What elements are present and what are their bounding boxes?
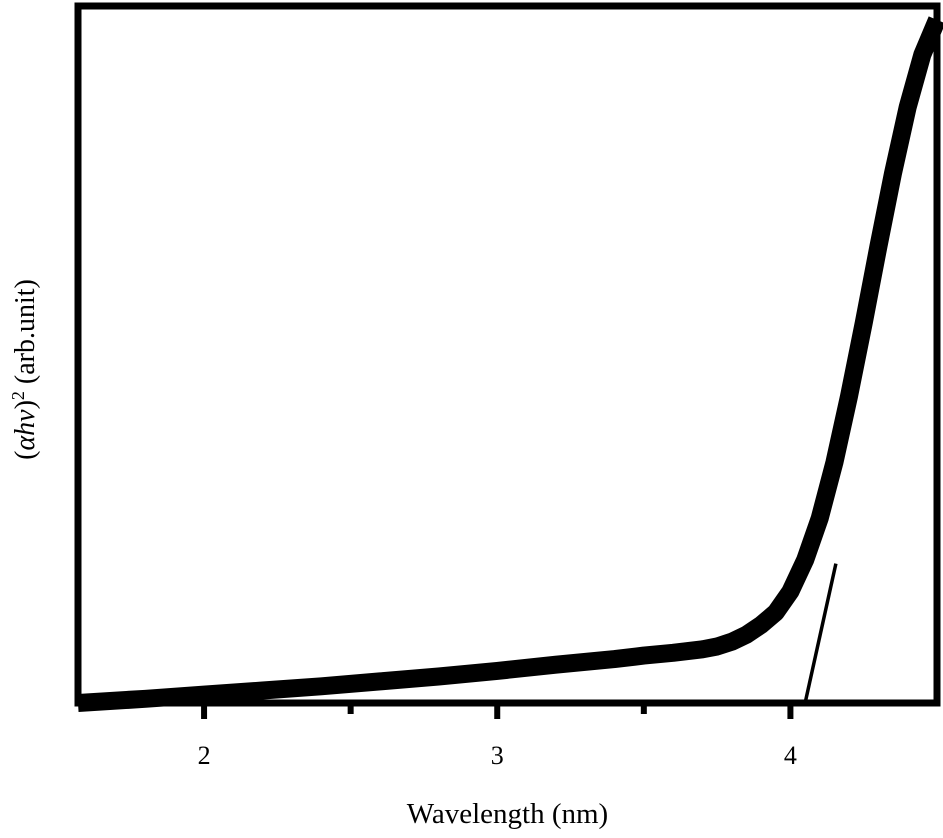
absorption-curve <box>77 16 943 712</box>
x-tick-label: 2 <box>198 741 211 770</box>
plot-area <box>77 16 943 712</box>
y-label-superscript: 2 <box>8 391 28 400</box>
x-axis-label: Wavelength (nm) <box>407 798 608 830</box>
tangent-line <box>803 563 838 704</box>
y-axis-label: (αhv)2 (arb.unit) <box>8 279 41 460</box>
y-label-close-paren: ) <box>10 400 41 409</box>
x-axis-ticks <box>201 703 794 719</box>
x-tick-label: 4 <box>784 741 797 770</box>
y-label-hv: hv <box>10 409 41 436</box>
y-label-unit: (arb.unit) <box>10 279 41 391</box>
y-label-open-paren: ( <box>10 451 41 460</box>
x-tick-label: 3 <box>491 741 504 770</box>
y-label-alpha: α <box>10 435 41 451</box>
x-axis-tick-labels: 2 3 4 <box>198 741 797 770</box>
plot-frame <box>74 2 941 707</box>
